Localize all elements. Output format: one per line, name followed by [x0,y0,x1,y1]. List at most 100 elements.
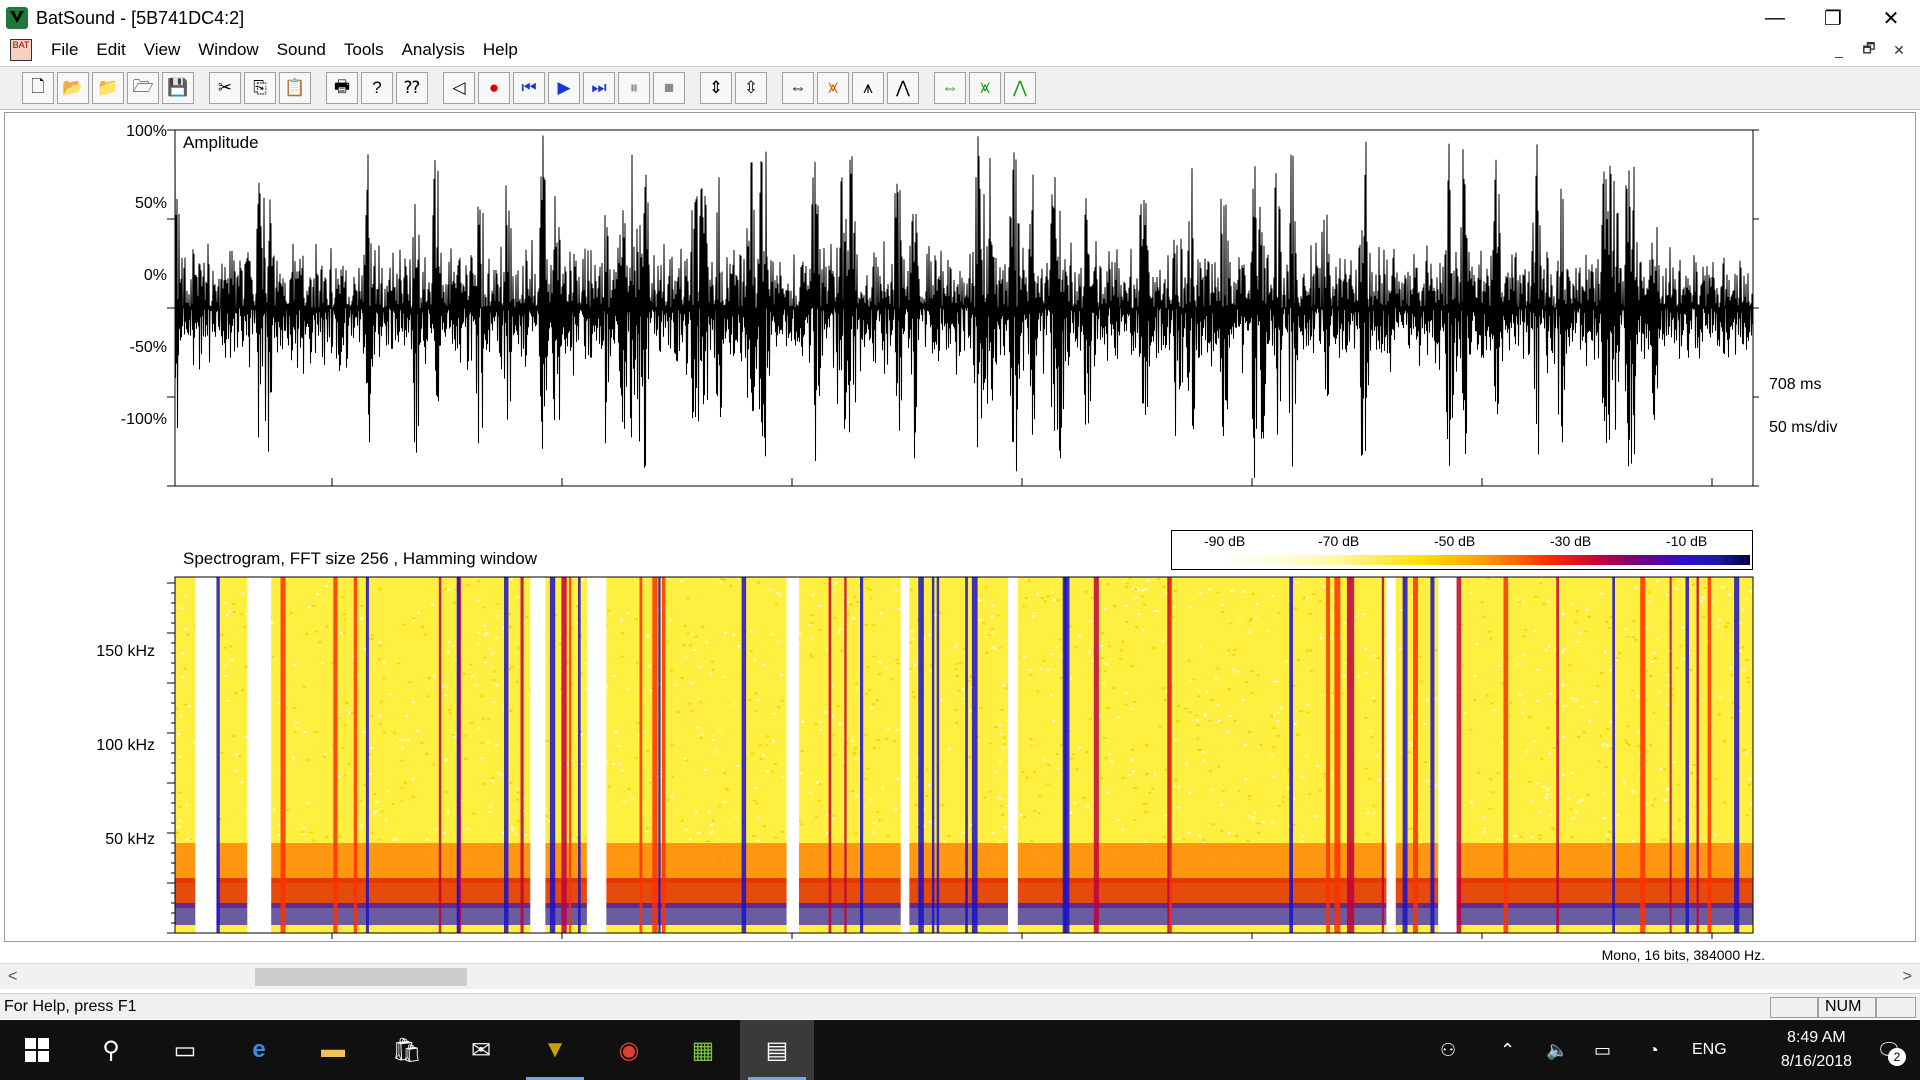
close-button[interactable]: ✕ [1882,7,1900,30]
spectrogram-call-streak [456,577,460,933]
menu-edit[interactable]: Edit [96,40,126,59]
input-level-button[interactable]: ◁ [443,72,475,104]
spectrogram-noise [1410,744,1414,747]
skip-back-button[interactable]: ⏮ [513,72,545,104]
spectrogram-noise [1198,748,1202,751]
volume-icon[interactable]: 🔈 [1546,1039,1569,1060]
spectrogram-noise [1500,682,1504,685]
menu-analysis[interactable]: Analysis [401,40,465,59]
play-button[interactable]: ▶ [548,72,580,104]
power-spectrum-button[interactable]: ⋀ [887,72,919,104]
new-file-button[interactable]: 🗋 [22,72,54,104]
wifi-icon[interactable]: ◔ [1648,1039,1659,1060]
scrollbar-thumb[interactable] [255,968,467,986]
start-button[interactable] [0,1020,74,1080]
store-icon[interactable]: 🛍 [391,1036,423,1064]
battery-icon[interactable]: ▭ [1594,1039,1612,1060]
sound-document-view[interactable]: Amplitude 100% 50% 0% -50% -100% 708 ms … [4,112,1917,963]
spectrogram-noise [954,668,958,671]
maximize-button[interactable]: ❐ [1824,7,1842,30]
mdi-restore-button[interactable]: 🗗 [1862,40,1876,56]
menu-view[interactable]: View [143,40,181,59]
skip-forward-button[interactable]: ⏭ [583,72,615,104]
menu-window[interactable]: Window [198,40,259,59]
batsound-logo-icon[interactable] [6,7,28,29]
record-button[interactable]: ● [478,72,510,104]
copy-button[interactable]: ⎘ [244,72,276,104]
chrome-icon[interactable]: ◉ [618,1036,640,1064]
menu-sound[interactable]: Sound [276,40,326,59]
zoom-in-vertical-button[interactable]: ⇕ [700,72,732,104]
tray-overflow-icon[interactable]: ⌃ [1500,1039,1516,1060]
search-icon[interactable]: ⚲ [102,1036,120,1064]
peaks-green-button[interactable]: ⋀ [1004,72,1036,104]
spectrogram-button[interactable]: ⩙ [817,72,849,104]
sonagram-button[interactable]: ⩚ [852,72,884,104]
spectrogram-noise [515,681,519,683]
play-icon: ▶ [557,78,571,97]
app-grid-icon[interactable]: ▦ [691,1036,715,1064]
document-icon[interactable]: BAT [10,39,32,61]
spectrogram-noise [1644,750,1648,753]
minimize-button[interactable]: — [1765,6,1785,29]
spectrogram-noise [1491,791,1495,794]
spectrogram-noise [379,723,382,726]
spectrogram-noise [1148,791,1152,794]
zoom-time-button[interactable]: ⇔ [782,72,814,104]
spectrogram-noise [392,839,396,841]
spectrogram-noise [689,644,693,647]
batsound-taskbar-icon[interactable]: ▼ [518,1020,592,1080]
menu-help[interactable]: Help [482,40,518,59]
spectrogram-noise [347,762,351,765]
spectrum-green-button[interactable]: ⩙ [969,72,1001,104]
document-app-icon[interactable]: ▤ [740,1020,814,1080]
open-recent-icon: 🗁 [132,76,154,96]
help-button[interactable]: ? [361,72,393,104]
scroll-left-icon[interactable]: < [8,968,18,985]
open-folder-button[interactable]: 📁 [92,72,124,104]
spectrogram-noise [470,721,474,724]
spectrogram-noise [734,816,738,819]
spectrogram-noise [491,652,495,655]
mdi-minimize-button[interactable]: _ [1835,42,1843,58]
open-recent-button[interactable]: 🗁 [127,72,159,104]
spectrogram-noise [448,712,452,715]
language-indicator[interactable]: ENG [1692,1041,1727,1058]
task-view-icon[interactable]: ▭ [173,1036,197,1064]
mdi-close-button[interactable]: ✕ [1893,41,1905,58]
print-button[interactable]: 🖶 [326,72,358,104]
pause-button[interactable]: ⏸ [618,72,650,104]
menu-file[interactable]: File [51,40,79,59]
menu-tools[interactable]: Tools [343,40,384,59]
mail-icon[interactable]: ✉ [470,1036,492,1064]
spectrogram-noise [1049,694,1053,696]
spectrogram-noise [362,731,366,734]
spectrogram-noise [890,678,894,681]
context-help-button[interactable]: ⁇ [396,72,428,104]
horizontal-scrollbar[interactable]: < > [0,963,1920,989]
spectrogram-noise [220,751,224,754]
paste-button[interactable]: 📋 [279,72,311,104]
spectrogram-noise [1650,660,1654,663]
zoom-time-green-button[interactable]: ⇔ [934,72,966,104]
clock[interactable]: 8:49 AM 8/16/2018 [1781,1026,1852,1074]
spectrogram-noise [1287,768,1291,771]
open-file-button[interactable]: 📂 [57,72,89,104]
waveform-plot[interactable] [5,113,1917,943]
file-explorer-icon[interactable]: ▬ [321,1036,345,1063]
people-icon[interactable]: ⚇ [1440,1039,1457,1060]
stop-button[interactable]: ■ [653,72,685,104]
spectrogram-noise [1273,680,1277,683]
action-center-icon[interactable]: 🗨2 [1872,1034,1906,1066]
edge-browser-icon[interactable]: e [252,1036,266,1063]
scroll-right-icon[interactable]: > [1902,968,1912,985]
amp-tick-0: 0% [143,267,167,284]
spectrogram-noise [1272,746,1275,749]
spectrogram-noise [1142,803,1146,805]
spectrogram-noise [1693,764,1696,766]
zoom-out-vertical-button[interactable]: ⇳ [735,72,767,104]
spectrogram-noise [1728,593,1732,596]
cut-button[interactable]: ✂ [209,72,241,104]
save-button[interactable]: 💾 [162,72,194,104]
spectrogram-noise [867,689,871,692]
